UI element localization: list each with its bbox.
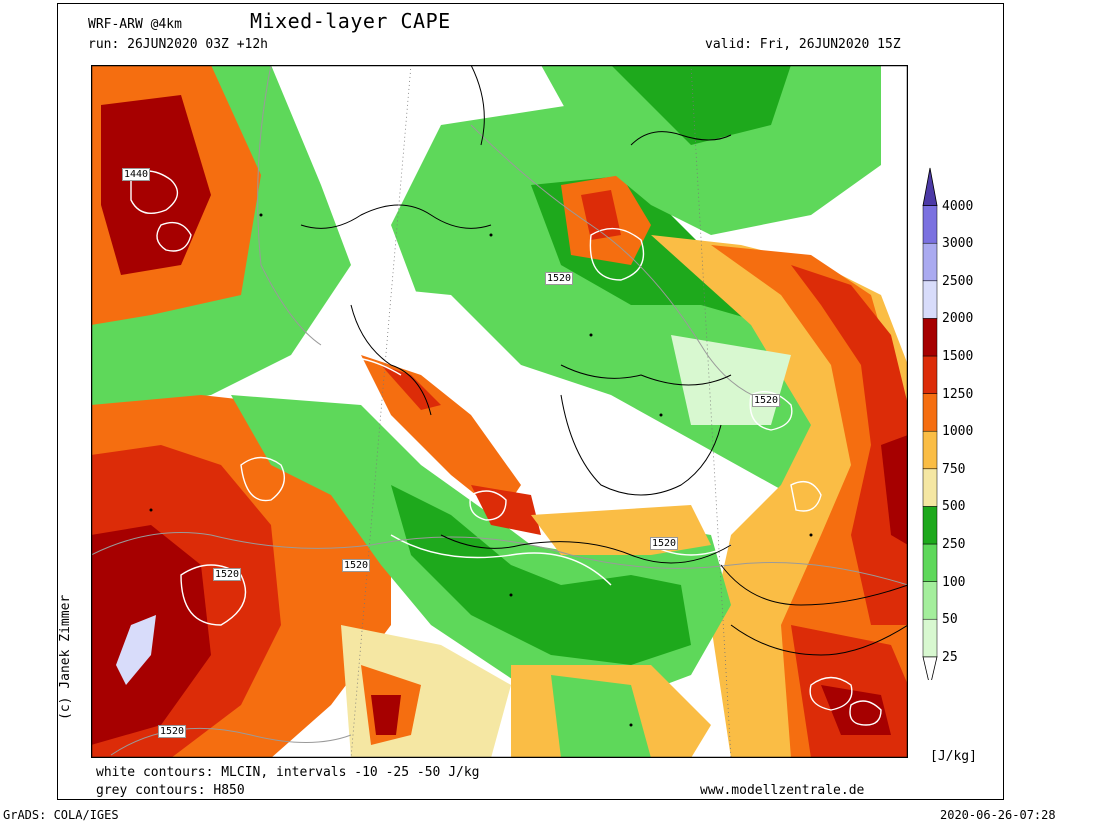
software-credit: GrADS: COLA/IGES bbox=[3, 808, 119, 822]
copyright-credit: (c) Janek Zimmer bbox=[58, 594, 73, 720]
colorbar-swatch bbox=[922, 280, 938, 319]
contour-label-h850: 1520 bbox=[752, 394, 781, 407]
colorbar-tick-label: 1250 bbox=[942, 386, 974, 402]
valid-label: valid: Fri, 26JUN2020 15Z bbox=[705, 37, 901, 52]
footer-mlcin-note: white contours: MLCIN, intervals -10 -25… bbox=[96, 765, 480, 780]
colorbar-tick-label: 1500 bbox=[942, 349, 974, 364]
colorbar-tick-label: 3000 bbox=[942, 236, 974, 252]
colorbar-tick-label: 500 bbox=[942, 499, 966, 515]
contour-label-h850: 1520 bbox=[213, 568, 242, 581]
colorbar-swatch bbox=[922, 468, 938, 507]
figure-frame bbox=[57, 3, 1004, 800]
colorbar-tick-label: 2000 bbox=[942, 311, 974, 327]
colorbar-tick-label: 750 bbox=[942, 461, 966, 477]
colorbar bbox=[922, 167, 938, 680]
run-label: run: 26JUN2020 03Z +12h bbox=[88, 37, 269, 52]
colorbar-tick-label: 2500 bbox=[942, 273, 974, 289]
colorbar-swatch bbox=[922, 581, 938, 620]
colorbar-swatch bbox=[922, 430, 938, 470]
contour-label-h850: 1520 bbox=[545, 272, 574, 285]
contour-label-h850: 1520 bbox=[342, 559, 371, 572]
contour-label-h850: 1520 bbox=[650, 537, 679, 550]
colorbar-tick-label: 25 bbox=[942, 649, 958, 665]
colorbar-swatch bbox=[922, 355, 938, 394]
map-title: Mixed-layer CAPE bbox=[250, 9, 451, 33]
contour-label-h850: 1440 bbox=[122, 168, 151, 181]
colorbar-swatch bbox=[922, 242, 938, 282]
colorbar-unit: [J/kg] bbox=[930, 749, 977, 764]
colorbar-tick-label: 50 bbox=[942, 612, 958, 628]
contour-label-h850: 1520 bbox=[158, 725, 187, 738]
colorbar-tick-label: 100 bbox=[942, 574, 966, 590]
colorbar-tick-label: 4000 bbox=[942, 198, 974, 214]
colorbar-tick-label: 250 bbox=[942, 537, 966, 552]
colorbar-swatch bbox=[922, 618, 938, 658]
colorbar-swatch bbox=[922, 506, 938, 545]
footer-h850-note: grey contours: H850 bbox=[96, 783, 245, 798]
colorbar-swatch bbox=[922, 543, 938, 582]
render-timestamp: 2020-06-26-07:28 bbox=[940, 808, 1056, 822]
colorbar-swatch bbox=[922, 393, 938, 432]
colorbar-min-triangle bbox=[922, 656, 938, 680]
website-link[interactable]: www.modellzentrale.de bbox=[700, 783, 865, 798]
colorbar-tick-label: 1000 bbox=[942, 424, 974, 440]
colorbar-swatch bbox=[922, 318, 938, 357]
model-label: WRF-ARW @4km bbox=[88, 17, 182, 32]
colorbar-swatch bbox=[922, 205, 938, 244]
cape-map bbox=[91, 65, 908, 758]
colorbar-max-triangle bbox=[922, 167, 938, 206]
